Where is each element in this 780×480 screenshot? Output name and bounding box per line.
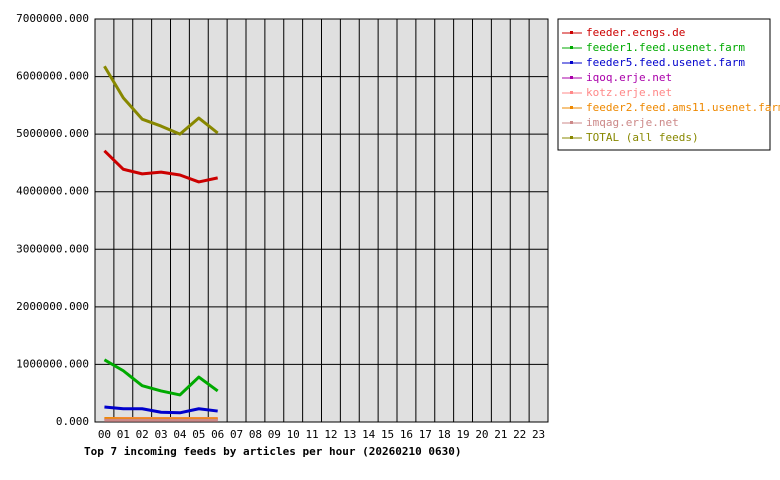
- series-line: [103, 65, 219, 136]
- y-tick-label: 4000000.000: [16, 185, 89, 198]
- y-tick-label: 2000000.000: [16, 300, 89, 313]
- y-tick-label: 6000000.000: [16, 70, 89, 83]
- x-tick-label: 09: [268, 428, 281, 441]
- y-tick-label: 0.000: [56, 415, 89, 428]
- x-tick-label: 03: [154, 428, 167, 441]
- series-line: [103, 149, 219, 184]
- legend-marker: [570, 31, 573, 34]
- x-tick-label: 12: [324, 428, 337, 441]
- x-tick-label: 16: [400, 428, 413, 441]
- legend-marker: [570, 61, 573, 64]
- legend-marker: [570, 121, 573, 124]
- legend-marker: [570, 91, 573, 94]
- series-line: [103, 358, 219, 397]
- y-tick-label: 3000000.000: [16, 242, 89, 255]
- series-line: [104, 405, 218, 415]
- x-tick-label: 07: [230, 428, 243, 441]
- x-tick-label: 04: [173, 428, 187, 441]
- x-tick-label: 11: [305, 428, 318, 441]
- y-tick-label: 7000000.000: [16, 12, 89, 25]
- legend-marker: [570, 46, 573, 49]
- legend-label: iqoq.erje.net: [586, 71, 672, 84]
- x-tick-label: 08: [249, 428, 262, 441]
- legend-marker: [570, 76, 573, 79]
- legend-marker: [570, 106, 573, 109]
- y-tick-label: 1000000.000: [16, 357, 89, 370]
- x-tick-label: 06: [211, 428, 224, 441]
- x-tick-label: 22: [513, 428, 526, 441]
- x-tick-label: 15: [381, 428, 394, 441]
- x-tick-label: 23: [532, 428, 545, 441]
- x-tick-label: 02: [136, 428, 149, 441]
- legend-label: kotz.erje.net: [586, 86, 672, 99]
- x-tick-label: 05: [192, 428, 205, 441]
- x-tick-label: 17: [419, 428, 432, 441]
- x-tick-label: 18: [438, 428, 451, 441]
- x-tick-label: 13: [343, 428, 356, 441]
- x-tick-label: 10: [287, 428, 300, 441]
- legend-label: feeder5.feed.usenet.farm: [586, 56, 745, 69]
- chart-title: Top 7 incoming feeds by articles per hou…: [84, 445, 462, 458]
- legend-label: feeder2.feed.ams11.usenet.farm: [586, 101, 780, 114]
- legend-label: feeder1.feed.usenet.farm: [586, 41, 745, 54]
- legend-label: imqag.erje.net: [586, 116, 679, 129]
- x-tick-label: 01: [117, 428, 130, 441]
- legend-box: [557, 18, 771, 151]
- x-tick-label: 21: [494, 428, 507, 441]
- x-tick-label: 20: [475, 428, 488, 441]
- legend-label: feeder.ecngs.de: [586, 26, 685, 39]
- legend-marker: [570, 136, 573, 139]
- y-tick-label: 5000000.000: [16, 127, 89, 140]
- legend-label: TOTAL (all feeds): [586, 131, 699, 144]
- x-tick-label: 19: [456, 428, 469, 441]
- x-tick-label: 00: [98, 428, 111, 441]
- x-tick-label: 14: [362, 428, 376, 441]
